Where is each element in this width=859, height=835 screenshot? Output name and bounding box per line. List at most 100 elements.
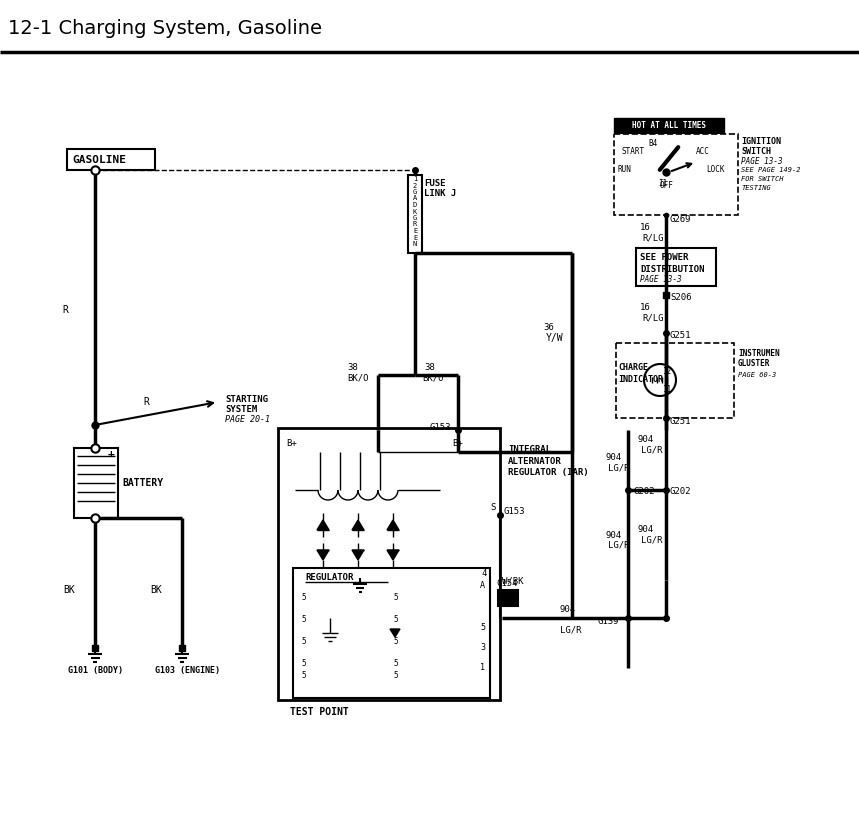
Text: R/LG: R/LG	[642, 234, 663, 242]
Text: 12-1 Charging System, Gasoline: 12-1 Charging System, Gasoline	[8, 18, 322, 38]
Text: 5: 5	[301, 637, 306, 646]
Text: TESTING: TESTING	[741, 185, 771, 191]
Text: BATTERY: BATTERY	[122, 478, 163, 488]
Polygon shape	[352, 520, 364, 530]
Text: 16: 16	[640, 224, 651, 232]
Text: BK/O: BK/O	[347, 373, 369, 382]
Text: PAGE 60-3: PAGE 60-3	[738, 372, 777, 378]
Text: B+: B+	[452, 439, 463, 448]
Polygon shape	[317, 520, 329, 530]
Text: 36: 36	[543, 323, 554, 332]
Text: FUSE: FUSE	[424, 179, 446, 188]
Text: S: S	[490, 504, 496, 513]
Text: LINK J: LINK J	[424, 189, 456, 198]
Bar	[614, 134, 738, 215]
Text: CHARGE: CHARGE	[618, 363, 648, 372]
Text: 5: 5	[393, 615, 398, 625]
Text: PAGE 13-3: PAGE 13-3	[741, 156, 783, 165]
Text: 38: 38	[347, 363, 357, 372]
Text: BK/O: BK/O	[422, 373, 443, 382]
Text: PAGE 13-3: PAGE 13-3	[640, 275, 682, 284]
Text: K: K	[413, 209, 417, 215]
Text: D: D	[413, 202, 417, 208]
Text: 5: 5	[393, 660, 398, 669]
Text: 904: 904	[560, 605, 576, 615]
Text: LOCK: LOCK	[706, 165, 724, 175]
Text: G139: G139	[598, 618, 619, 626]
Text: LG/R: LG/R	[608, 540, 630, 549]
Text: IGNITION: IGNITION	[741, 138, 781, 146]
Text: C154: C154	[496, 579, 517, 589]
Bar	[67, 149, 155, 170]
Text: A: A	[480, 581, 485, 590]
Text: E: E	[413, 235, 417, 240]
Polygon shape	[390, 629, 400, 637]
Text: INTEGRAL: INTEGRAL	[508, 446, 551, 454]
Text: ACC: ACC	[696, 146, 710, 155]
Text: 5: 5	[393, 637, 398, 646]
Bar	[498, 590, 518, 606]
Text: I1: I1	[658, 179, 667, 188]
Text: B4: B4	[648, 139, 657, 148]
Text: G153: G153	[430, 423, 452, 432]
Text: 16: 16	[640, 303, 651, 312]
Text: HOT AT ALL TIMES: HOT AT ALL TIMES	[632, 122, 706, 130]
Text: A: A	[413, 195, 417, 201]
Text: G269: G269	[670, 215, 691, 225]
Text: G202: G202	[633, 488, 655, 497]
Text: 11: 11	[662, 384, 671, 393]
Text: 904: 904	[605, 530, 621, 539]
Text: 5: 5	[301, 594, 306, 603]
Text: 904: 904	[605, 453, 621, 463]
Text: G202: G202	[670, 488, 691, 497]
Text: 904: 904	[638, 436, 654, 444]
Text: 5: 5	[301, 671, 306, 681]
Text: Y/W: Y/W	[546, 333, 564, 343]
Text: SWITCH: SWITCH	[741, 148, 771, 156]
Polygon shape	[352, 550, 364, 560]
Text: G103 (ENGINE): G103 (ENGINE)	[155, 665, 220, 675]
Text: 12: 12	[662, 367, 671, 377]
Text: 3: 3	[480, 644, 485, 652]
Text: 4: 4	[482, 569, 487, 579]
Bar	[614, 118, 724, 134]
Bar	[278, 428, 500, 700]
Text: G: G	[413, 215, 417, 221]
Text: 5: 5	[301, 660, 306, 669]
Text: REGULATOR: REGULATOR	[305, 574, 353, 583]
Text: BK: BK	[63, 585, 75, 595]
Text: G: G	[413, 189, 417, 195]
Text: E: E	[413, 228, 417, 234]
Text: TEST POINT: TEST POINT	[290, 707, 349, 717]
Text: LG/R: LG/R	[641, 446, 662, 454]
Text: SEE PAGE 149-2: SEE PAGE 149-2	[741, 167, 801, 173]
Text: 38: 38	[424, 363, 435, 372]
Text: B+: B+	[286, 439, 296, 448]
Text: 5: 5	[393, 671, 398, 681]
Text: FOR SWITCH: FOR SWITCH	[741, 176, 783, 182]
Text: R/LG: R/LG	[642, 313, 663, 322]
Polygon shape	[317, 550, 329, 560]
Text: R: R	[143, 397, 149, 407]
Text: LG/R: LG/R	[560, 625, 582, 635]
Text: G101 (BODY): G101 (BODY)	[68, 665, 123, 675]
Text: GLUSTER: GLUSTER	[738, 360, 771, 368]
Text: G251: G251	[670, 418, 691, 427]
Polygon shape	[387, 550, 399, 560]
Text: OFF: OFF	[660, 180, 673, 190]
Bar	[636, 248, 716, 286]
Text: 5: 5	[393, 594, 398, 603]
Text: PAGE 20-1: PAGE 20-1	[225, 416, 270, 424]
Text: RUN: RUN	[618, 165, 632, 175]
Text: +: +	[108, 449, 115, 459]
Text: 2: 2	[413, 183, 417, 189]
Text: N: N	[413, 241, 417, 247]
Bar	[74, 448, 118, 518]
Text: R: R	[62, 305, 68, 315]
Text: 904: 904	[638, 525, 654, 534]
Text: R: R	[413, 221, 417, 227]
Text: LG/R: LG/R	[641, 535, 662, 544]
Bar	[293, 568, 490, 698]
Text: GASOLINE: GASOLINE	[72, 155, 126, 165]
Text: INSTRUMEN: INSTRUMEN	[738, 348, 780, 357]
